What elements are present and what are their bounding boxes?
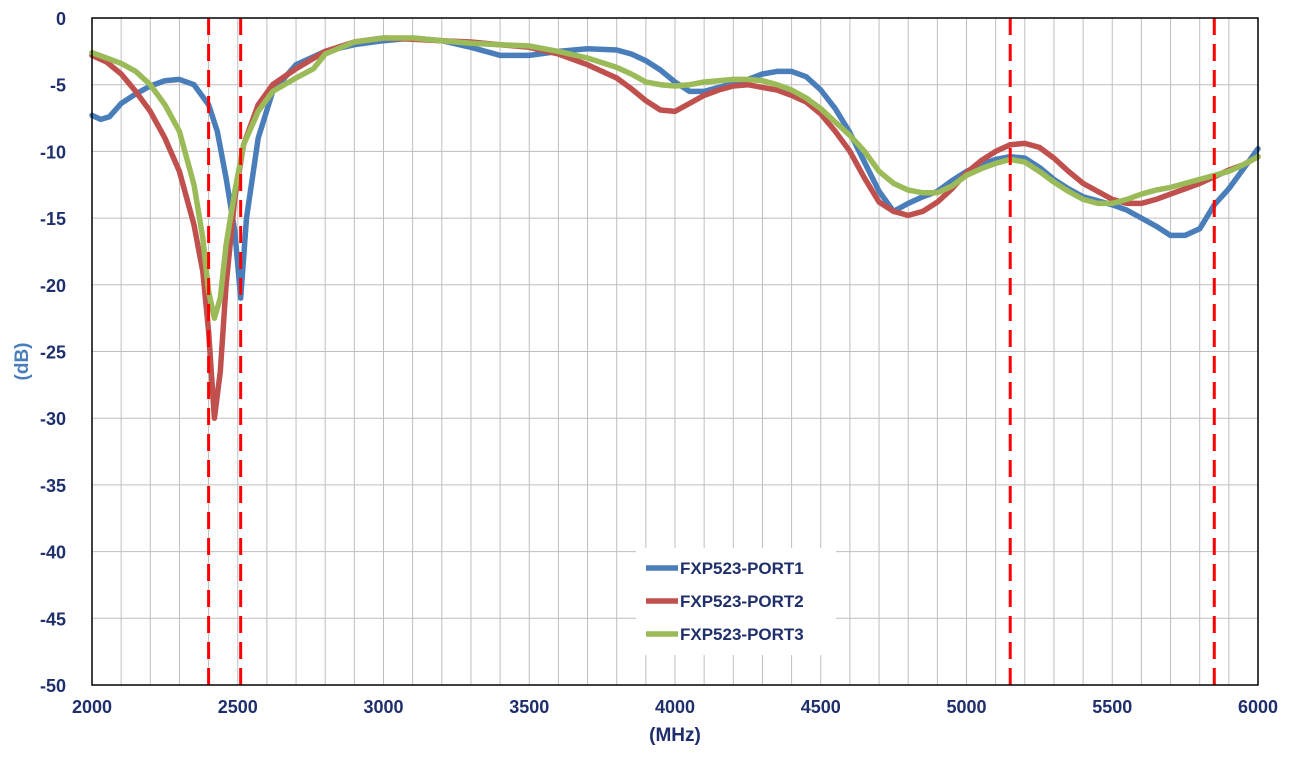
- x-tick-labels: 2000 2500 3000 3500 4000 4500 5000 5500 6000: [72, 697, 1278, 717]
- x-tick-label: 3500: [509, 697, 549, 717]
- x-tick-label: 5000: [946, 697, 986, 717]
- y-tick-label: -10: [40, 142, 66, 162]
- legend: FXP523-PORT1 FXP523-PORT2 FXP523-PORT3: [636, 548, 836, 655]
- x-tick-label: 6000: [1238, 697, 1278, 717]
- x-tick-label: 2500: [218, 697, 258, 717]
- y-tick-label: -5: [50, 76, 66, 96]
- series-layer: [89, 35, 1261, 421]
- x-tick-label: 5500: [1092, 697, 1132, 717]
- y-tick-label: 0: [56, 9, 66, 29]
- y-tick-label: -30: [40, 409, 66, 429]
- y-tick-label: -15: [40, 209, 66, 229]
- x-tick-label: 3000: [363, 697, 403, 717]
- series-line-port3: [89, 35, 1261, 321]
- x-axis-label: (MHz): [649, 725, 701, 746]
- y-tick-label: -20: [40, 276, 66, 296]
- y-axis-label: (dB): [12, 343, 33, 381]
- x-tick-label: 4000: [655, 697, 695, 717]
- plot-frame: [91, 17, 1259, 686]
- y-tick-label: -25: [40, 343, 66, 363]
- x-tick-label: 4500: [801, 697, 841, 717]
- legend-label: FXP523-PORT1: [680, 559, 804, 578]
- y-tick-label: -40: [40, 543, 66, 563]
- y-tick-labels: 0 -5 -10 -15 -20 -25 -30 -35 -40 -45 -50: [40, 9, 66, 696]
- y-tick-label: -45: [40, 609, 66, 629]
- y-tick-label: -35: [40, 476, 66, 496]
- x-tick-label: 2000: [72, 697, 112, 717]
- series-line-port2: [89, 35, 1261, 421]
- y-tick-label: -50: [40, 676, 66, 696]
- legend-label: FXP523-PORT3: [680, 625, 804, 644]
- legend-label: FXP523-PORT2: [680, 592, 804, 611]
- reference-lines: [207, 18, 1216, 685]
